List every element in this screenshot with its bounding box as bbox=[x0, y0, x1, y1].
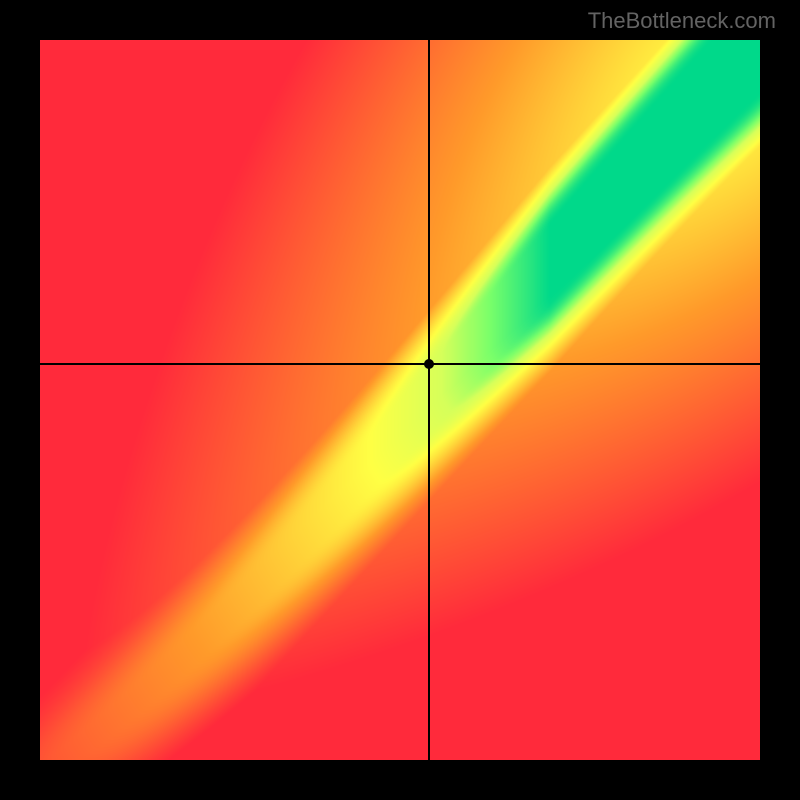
crosshair-point bbox=[424, 359, 434, 369]
crosshair-vertical bbox=[428, 40, 430, 760]
watermark-text: TheBottleneck.com bbox=[588, 8, 776, 34]
crosshair-horizontal bbox=[40, 363, 760, 365]
plot-area bbox=[40, 40, 760, 760]
heatmap-canvas bbox=[40, 40, 760, 760]
